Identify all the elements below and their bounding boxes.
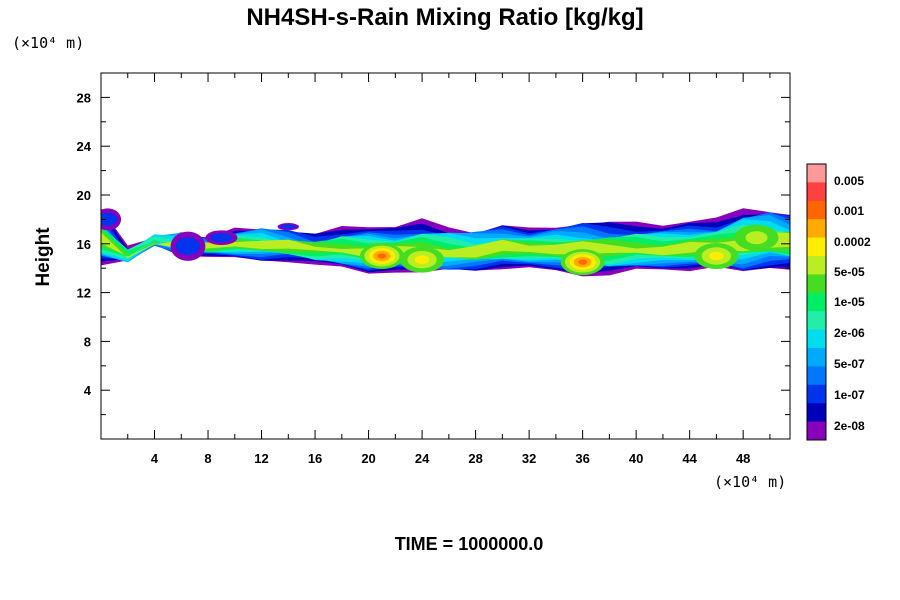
colorbar-swatch — [807, 237, 826, 257]
x-tick-label: 48 — [736, 451, 750, 466]
colorbar-swatch — [807, 182, 826, 202]
field-core — [578, 259, 588, 265]
colorbar-label: 2e-08 — [834, 419, 865, 433]
y-axis-label: Height — [33, 227, 54, 287]
y-tick-label: 8 — [84, 334, 91, 349]
colorbar-swatch — [807, 219, 826, 239]
plot-frame — [100, 72, 791, 440]
x-tick-label: 32 — [522, 451, 536, 466]
field-core — [414, 255, 430, 264]
colorbar-label: 0.001 — [834, 204, 864, 218]
colorbar-swatch — [807, 256, 826, 275]
colorbar-swatch — [807, 292, 826, 312]
x-tick-label: 44 — [682, 451, 697, 466]
x-tick-label: 12 — [254, 451, 268, 466]
x-tick-label: 28 — [468, 451, 482, 466]
chart-title: NH4SH-s-Rain Mixing Ratio [kg/kg] — [246, 4, 643, 31]
x-tick-label: 4 — [151, 451, 159, 466]
y-tick-label: 16 — [77, 237, 91, 252]
colorbar-swatch — [807, 384, 826, 404]
y-tick-label: 28 — [77, 90, 91, 105]
colorbar-label: 2e-06 — [834, 326, 865, 340]
y-tick-label: 12 — [77, 286, 91, 301]
colorbar-swatch — [807, 421, 826, 441]
colorbar-label: 0.005 — [834, 174, 864, 188]
colorbar-label: 1e-05 — [834, 295, 865, 309]
colorbar-swatch — [807, 200, 826, 220]
y-tick-label: 4 — [84, 383, 92, 398]
field-fragment — [280, 224, 296, 229]
field-fragment — [175, 237, 201, 256]
x-tick-label: 20 — [361, 451, 375, 466]
time-label: TIME = 1000000.0 — [395, 534, 544, 554]
y-tick-label: 20 — [77, 188, 91, 203]
colorbar-frame — [806, 163, 827, 441]
colorbar-label: 0.0002 — [834, 235, 871, 249]
colorbar-swatch — [807, 366, 826, 386]
field-core — [377, 253, 387, 259]
colorbar-swatch — [807, 164, 826, 183]
x-axis-units: (×10⁴ m) — [714, 473, 786, 491]
y-axis-units: (×10⁴ m) — [12, 34, 84, 52]
field-core — [709, 251, 724, 261]
colorbar-swatch — [807, 403, 826, 423]
field-core — [745, 231, 768, 245]
y-tick-label: 24 — [77, 139, 92, 154]
field-fragment — [101, 212, 118, 226]
colorbar: 0.005 0.001 0.0002 5e-05 1e-05 2e-06 5e-07 1e-0… — [806, 163, 871, 441]
x-tick-label: 40 — [629, 451, 643, 466]
colorbar-swatch — [807, 311, 826, 331]
x-tick-label: 16 — [308, 451, 322, 466]
mixing-ratio-field — [101, 208, 790, 277]
field-contour-band — [101, 232, 790, 259]
colorbar-label: 5e-05 — [834, 265, 865, 279]
colorbar-swatch — [807, 329, 826, 349]
colorbar-label: 1e-07 — [834, 388, 865, 402]
colorbar-swatch — [807, 274, 826, 294]
colorbar-label: 5e-07 — [834, 357, 865, 371]
colorbar-swatch — [807, 348, 826, 367]
x-tick-label: 24 — [415, 451, 430, 466]
x-tick-label: 8 — [204, 451, 211, 466]
x-tick-label: 36 — [575, 451, 589, 466]
field-fragment — [210, 233, 233, 243]
